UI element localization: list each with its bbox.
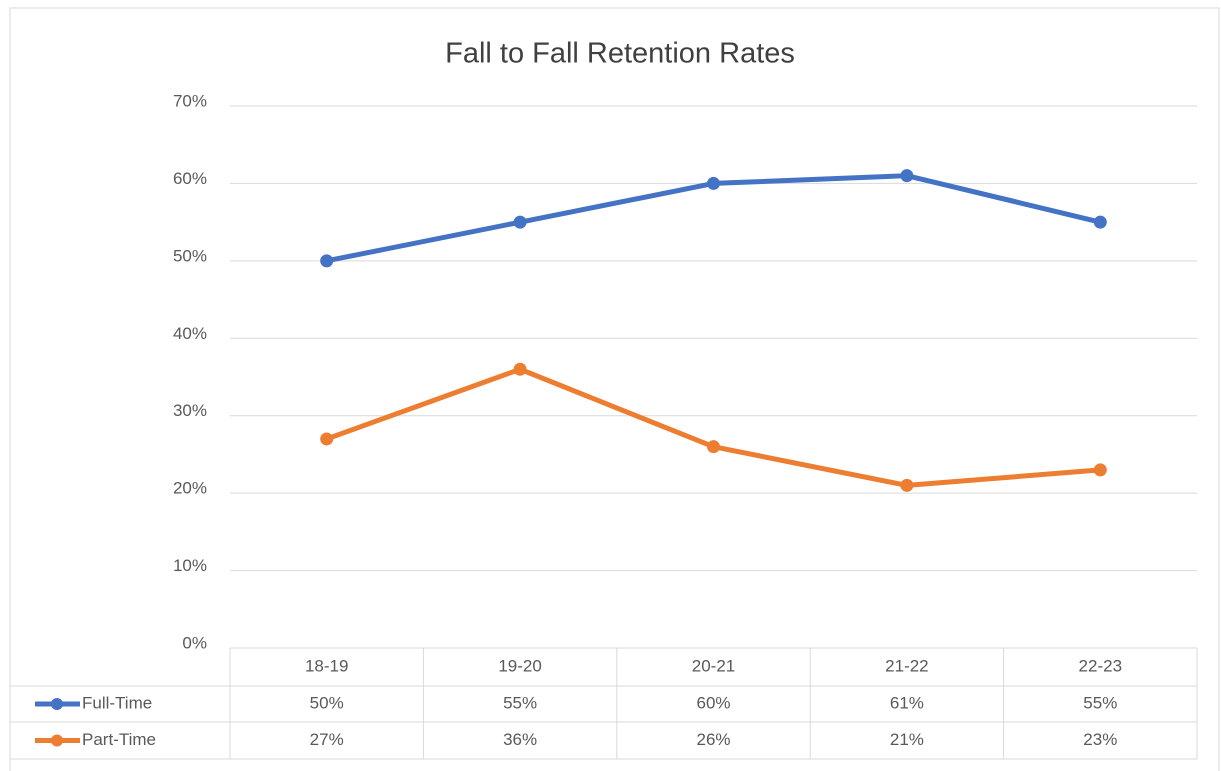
y-tick-label: 30%	[173, 401, 207, 420]
table-value: 26%	[696, 730, 730, 749]
legend-label: Full-Time	[82, 693, 152, 712]
chart-border	[9, 7, 1220, 771]
y-tick-label: 50%	[173, 246, 207, 265]
table-value: 36%	[503, 730, 537, 749]
legend-marker	[51, 698, 63, 710]
legend-label: Part-Time	[82, 730, 156, 749]
data-point	[513, 362, 527, 376]
table-value: 60%	[696, 693, 730, 712]
y-tick-label: 60%	[173, 169, 207, 188]
x-tick-label: 21-22	[885, 656, 928, 675]
table-value: 55%	[503, 693, 537, 712]
data-point	[707, 440, 720, 454]
x-tick-label: 18-19	[305, 656, 348, 675]
data-point	[707, 176, 720, 190]
legend-marker	[51, 734, 63, 747]
chart-title: Fall to Fall Retention Rates	[445, 38, 795, 70]
y-tick-label: 70%	[173, 91, 207, 110]
data-point	[1093, 215, 1107, 229]
y-tick-label: 20%	[173, 479, 207, 498]
x-tick-label: 19-20	[498, 656, 541, 675]
table-value: 27%	[310, 730, 344, 749]
data-point	[320, 432, 334, 446]
data-point	[513, 215, 527, 229]
table-value: 50%	[310, 693, 344, 712]
data-point	[320, 254, 334, 268]
table-value: 21%	[890, 730, 924, 749]
table-value: 55%	[1083, 693, 1117, 712]
table-value: 61%	[890, 693, 924, 712]
table-value: 23%	[1083, 730, 1117, 749]
x-tick-label: 22-23	[1079, 656, 1122, 675]
x-tick-label: 20-21	[692, 656, 735, 675]
y-tick-label: 40%	[173, 324, 207, 343]
data-point	[900, 478, 914, 492]
y-tick-label: 0%	[182, 633, 207, 652]
data-point	[900, 169, 914, 183]
data-point	[1093, 463, 1107, 477]
y-tick-label: 10%	[173, 556, 207, 575]
